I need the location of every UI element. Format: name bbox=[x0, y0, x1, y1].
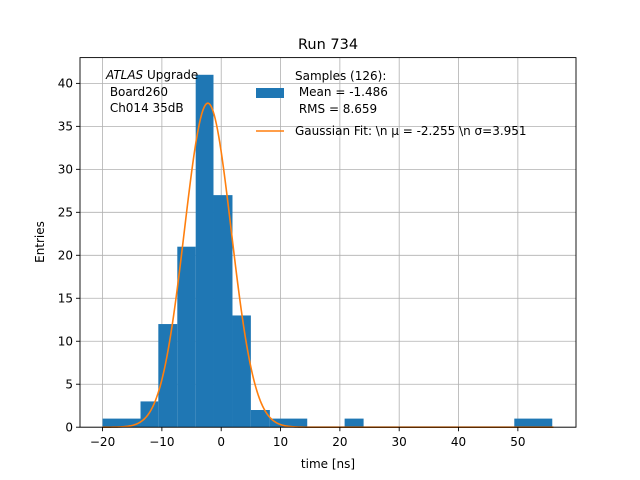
legend: Samples (126): Mean = -1.486 RMS = 8.659… bbox=[256, 69, 527, 138]
atlas-annotation: ATLAS Upgrade Board260 Ch014 35dB bbox=[105, 68, 198, 115]
y-tick-label: 35 bbox=[58, 120, 73, 134]
plot-frame bbox=[79, 57, 577, 428]
histogram-bar bbox=[195, 74, 214, 428]
histogram-bar bbox=[269, 418, 308, 428]
histogram-bar bbox=[158, 324, 178, 428]
x-tick-label: 30 bbox=[392, 435, 407, 449]
histogram-bars bbox=[102, 74, 553, 428]
x-tick-label: 40 bbox=[451, 435, 466, 449]
histogram-bar bbox=[514, 418, 553, 428]
x-tick-label: 10 bbox=[273, 435, 288, 449]
annotation-atlas-italic: ATLAS bbox=[105, 68, 144, 82]
chart-title: Run 734 bbox=[298, 37, 358, 53]
histogram-bar bbox=[177, 246, 196, 428]
histogram-bar bbox=[232, 315, 251, 428]
annotation-line-3: Ch014 35dB bbox=[106, 101, 184, 115]
legend-samples-line-2: Mean = -1.486 bbox=[295, 85, 388, 99]
x-tick-label: 20 bbox=[332, 435, 347, 449]
histogram-bar bbox=[102, 418, 141, 428]
legend-fit-label: Gaussian Fit: \n μ = -2.255 \n σ=3.951 bbox=[295, 124, 527, 138]
y-axis-ticks: 0 5 10 15 20 25 30 35 40 bbox=[58, 77, 80, 435]
y-tick-label: 15 bbox=[58, 292, 73, 306]
legend-samples-line-3: RMS = 8.659 bbox=[295, 102, 377, 116]
histogram-bar bbox=[213, 195, 233, 428]
x-tick-label: −10 bbox=[149, 435, 174, 449]
y-tick-label: 10 bbox=[58, 335, 73, 349]
x-axis-label: time [ns] bbox=[301, 457, 355, 471]
histogram-bar bbox=[250, 410, 270, 428]
annotation-upgrade: Upgrade bbox=[143, 68, 198, 82]
legend-samples-line-1: Samples (126): bbox=[295, 69, 386, 83]
annotation-line-2: Board260 bbox=[106, 85, 168, 99]
x-axis-ticks: −20 −10 0 10 20 30 40 50 bbox=[90, 427, 525, 449]
legend-samples-swatch bbox=[256, 88, 284, 98]
y-tick-label: 40 bbox=[58, 77, 73, 91]
histogram-bar bbox=[140, 401, 159, 428]
y-tick-label: 5 bbox=[65, 378, 73, 392]
y-axis-label: Entries bbox=[33, 221, 47, 263]
y-tick-label: 30 bbox=[58, 163, 73, 177]
x-tick-label: 0 bbox=[217, 435, 225, 449]
histogram-bar bbox=[344, 418, 364, 428]
annotation-line-1: ATLAS Upgrade bbox=[105, 68, 198, 82]
y-tick-label: 25 bbox=[58, 206, 73, 220]
y-tick-label: 0 bbox=[65, 421, 73, 435]
x-tick-label: −20 bbox=[90, 435, 115, 449]
x-tick-label: 50 bbox=[510, 435, 525, 449]
y-tick-label: 20 bbox=[58, 249, 73, 263]
